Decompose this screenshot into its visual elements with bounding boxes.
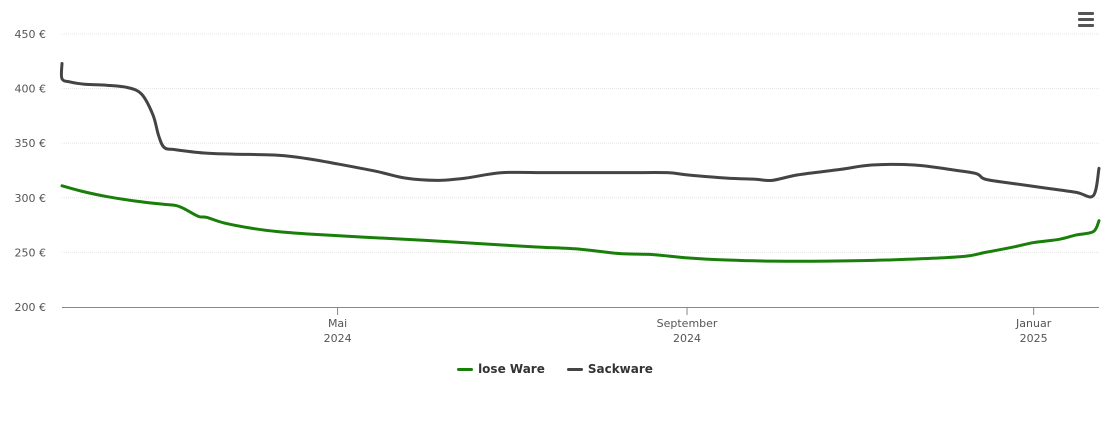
legend-swatch — [457, 367, 474, 371]
menu-bar — [1078, 12, 1094, 15]
legend-swatch — [566, 367, 583, 371]
x-tick-label: 2024 — [673, 332, 701, 345]
y-tick-label: 300 € — [15, 192, 47, 205]
y-tick-label: 200 € — [15, 301, 47, 314]
x-tick-label: 2024 — [324, 332, 352, 345]
hamburger-menu-icon[interactable] — [1076, 12, 1098, 30]
chart-legend: lose Ware Sackware — [0, 362, 1110, 376]
legend-item[interactable]: Sackware — [566, 362, 653, 376]
series-line — [59, 61, 1101, 199]
x-tick-label: Januar — [1015, 317, 1052, 330]
menu-bar — [1078, 24, 1094, 27]
y-tick-label: 250 € — [15, 246, 47, 259]
x-tick-label: 2025 — [1020, 332, 1048, 345]
menu-bar — [1078, 18, 1094, 21]
series-line — [60, 184, 1101, 263]
y-tick-label: 400 € — [15, 83, 47, 96]
legend-item[interactable]: lose Ware — [457, 362, 545, 376]
x-tick-label: September — [657, 317, 718, 330]
legend-label: Sackware — [587, 362, 653, 376]
y-tick-label: 350 € — [15, 137, 47, 150]
x-tick-label: Mai — [328, 317, 347, 330]
y-tick-label: 450 € — [15, 28, 47, 41]
legend-label: lose Ware — [478, 362, 545, 376]
